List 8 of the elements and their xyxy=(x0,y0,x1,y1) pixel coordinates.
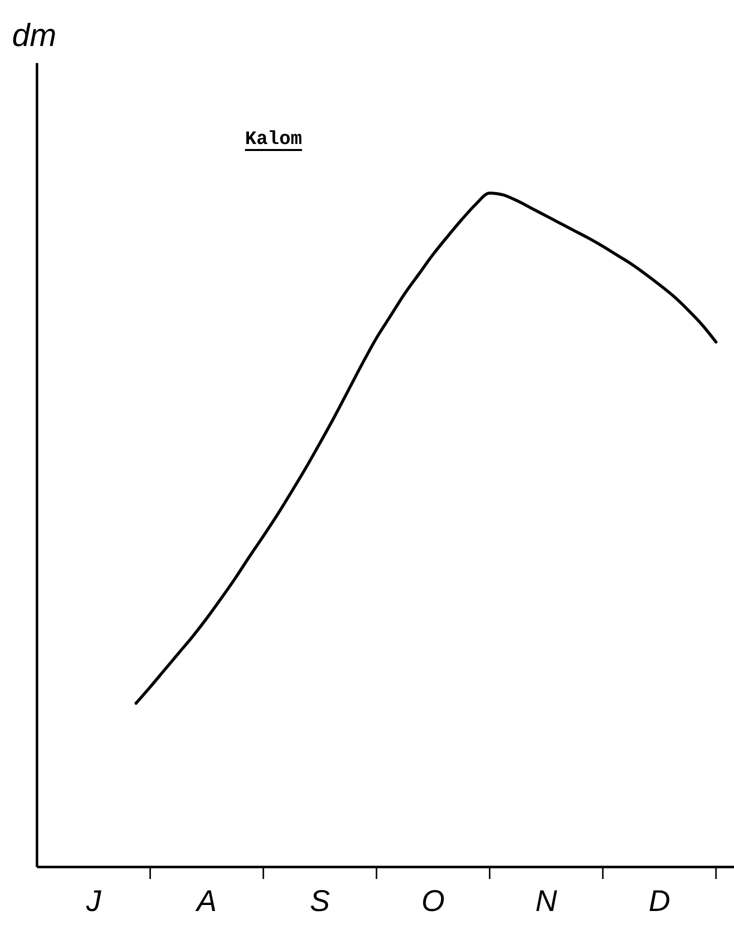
x-tick-label: O xyxy=(421,885,445,918)
x-tick-label: A xyxy=(194,885,217,918)
x-tick-label: S xyxy=(310,885,330,918)
x-tick-label: J xyxy=(85,885,102,918)
x-tick-label: N xyxy=(535,885,558,918)
text: Kalom xyxy=(245,128,302,150)
y-axis-title: dm xyxy=(12,17,56,53)
x-tick-label: D xyxy=(648,885,670,918)
